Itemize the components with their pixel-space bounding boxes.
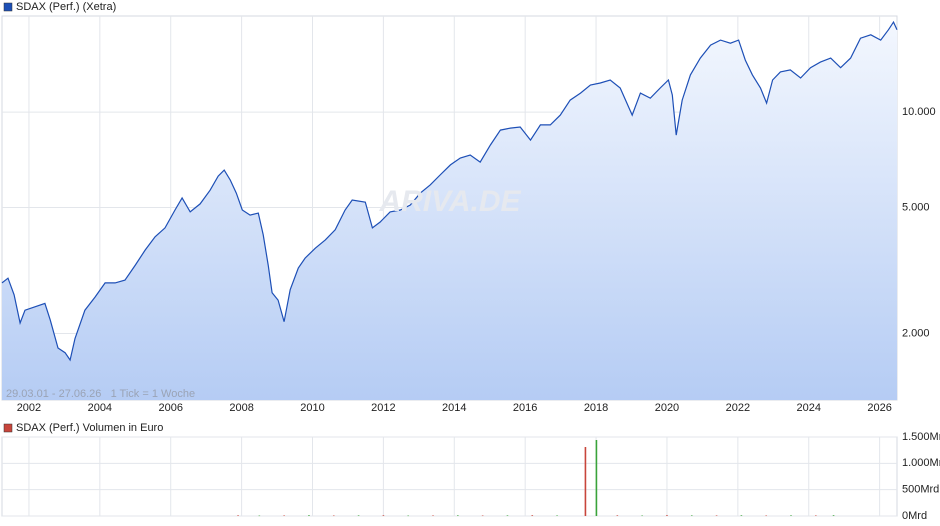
legend-label: SDAX (Perf.) Volumen in Euro — [16, 422, 163, 434]
volume-bar — [641, 515, 643, 517]
y-tick-label: 1.500Mrd — [902, 431, 940, 443]
legend-label: SDAX (Perf.) (Xetra) — [16, 1, 116, 13]
volume-bar — [258, 515, 261, 517]
x-tick-label: 2018 — [584, 402, 608, 414]
legend-swatch — [3, 423, 13, 433]
volume-bar — [237, 515, 239, 516]
volume-bar — [407, 515, 410, 517]
x-tick-label: 2026 — [867, 402, 891, 414]
volume-bar — [308, 515, 310, 516]
volume-bar — [481, 515, 484, 517]
x-tick-label: 2020 — [655, 402, 679, 414]
watermark: ARIVA.DE — [378, 185, 521, 218]
volume-bar — [457, 515, 459, 516]
volume-bar — [790, 515, 792, 516]
y-tick-label: 5.000 — [902, 201, 930, 213]
x-tick-label: 2022 — [726, 402, 750, 414]
line-series — [1, 20, 898, 362]
y-tick-label: 500Mrd — [902, 484, 939, 496]
y-tick-label: 1.000Mrd — [902, 457, 940, 469]
x-tick-label: 2024 — [796, 402, 820, 414]
volume-bar — [666, 515, 668, 516]
volume-bar — [506, 515, 509, 516]
volume-bar — [740, 515, 743, 516]
caption: 29.03.01 - 27.06.26 1 Tick = 1 Woche — [6, 388, 195, 400]
volume-bar — [832, 515, 835, 516]
y-tick-label: 10.000 — [902, 106, 936, 118]
volume-bar — [815, 515, 817, 516]
volume-bar — [616, 515, 619, 516]
volume-bar — [595, 440, 598, 516]
volume-bar — [332, 515, 335, 517]
volume-bar — [432, 515, 434, 516]
volume-bar — [715, 515, 718, 516]
volume-bar — [690, 515, 693, 516]
x-tick-label: 2004 — [88, 402, 112, 414]
volume-bar — [556, 515, 558, 516]
y-tick-label: 0Mrd — [902, 510, 927, 522]
x-tick-label: 2016 — [513, 402, 537, 414]
volume-bar — [382, 515, 385, 516]
volume-bar — [584, 447, 587, 516]
x-tick-label: 2002 — [17, 402, 41, 414]
volume-bar — [357, 515, 360, 516]
x-tick-label: 2008 — [229, 402, 253, 414]
area-fill — [2, 22, 897, 400]
x-tick-label: 2012 — [371, 402, 395, 414]
volume-bar — [283, 515, 285, 516]
volume-bar — [765, 515, 768, 517]
legend-swatch — [3, 2, 13, 12]
y-tick-label: 2.000 — [902, 327, 930, 339]
x-tick-label: 2010 — [300, 402, 324, 414]
x-tick-label: 2014 — [442, 402, 466, 414]
volume-bar — [531, 515, 534, 516]
x-tick-label: 2006 — [158, 402, 182, 414]
plot-frame — [1, 436, 898, 517]
